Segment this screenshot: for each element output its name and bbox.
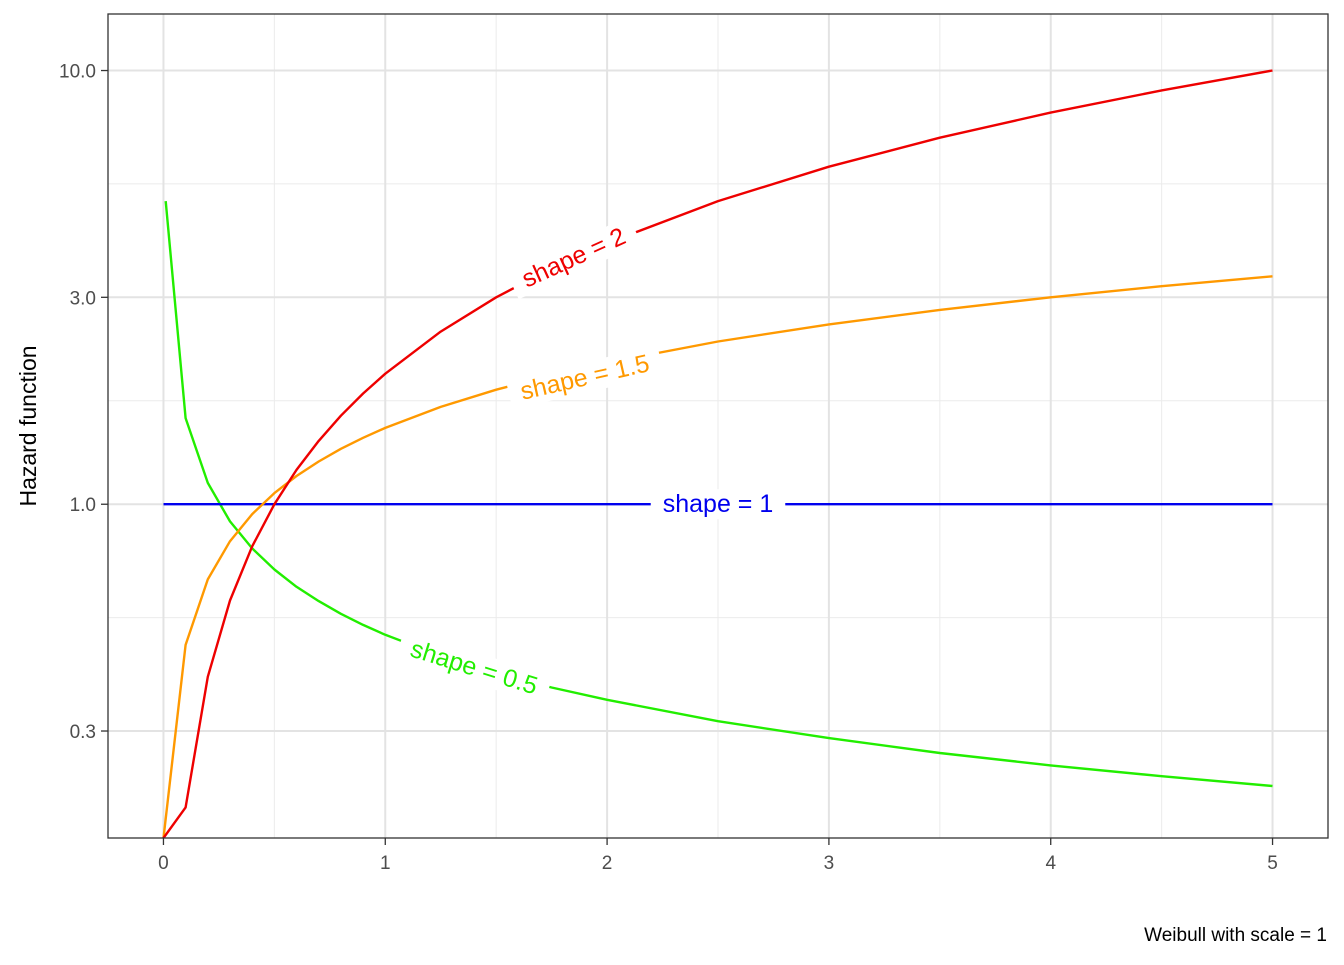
series-label-gap: [506, 216, 642, 300]
x-tick-label: 3: [824, 853, 835, 874]
series-label-shape-1: shape = 1: [663, 490, 774, 518]
x-tick-label: 0: [158, 853, 169, 874]
y-tick-label: 10.0: [59, 62, 96, 83]
plot-border: [107, 13, 1329, 839]
y-tick-label: 0.3: [70, 722, 96, 743]
grid-minor: [108, 14, 1328, 838]
y-axis-title: Hazard function: [15, 345, 41, 506]
y-tick-label: 1.0: [70, 495, 96, 516]
y-axis: 0.3 1.0 3.0 10.0: [59, 62, 108, 743]
series-label-gap: [395, 630, 553, 705]
series-label-gap: [650, 489, 786, 520]
series-layer: [162, 69, 1273, 838]
series-line-shape-1-5: [162, 275, 1273, 838]
x-tick-label: 1: [380, 853, 391, 874]
chart-caption: Weibull with scale = 1: [1144, 925, 1327, 946]
y-tick-label: 3.0: [70, 288, 96, 309]
x-tick-label: 4: [1045, 853, 1056, 874]
series-label-gap: [505, 345, 664, 410]
x-tick-label: 2: [602, 853, 613, 874]
series-line-shape-2: [162, 69, 1273, 838]
x-axis: 0 1 2 3 4 5: [158, 838, 1278, 874]
series-label-group: shape = 1: [650, 489, 786, 520]
x-tick-label: 5: [1267, 853, 1278, 874]
